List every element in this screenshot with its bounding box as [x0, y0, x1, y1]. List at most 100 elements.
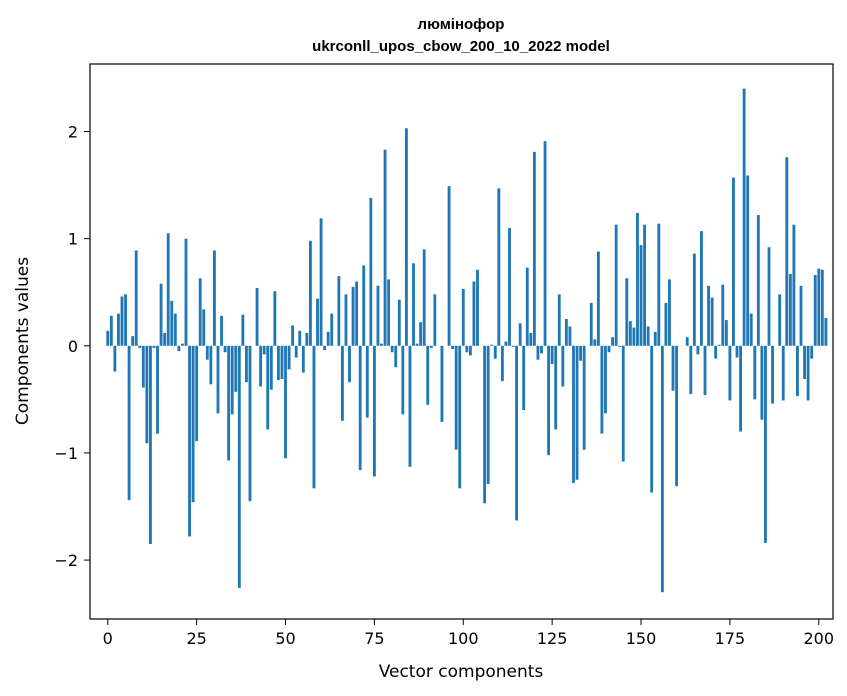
bar [120, 296, 124, 346]
bar [159, 283, 163, 346]
bar [383, 149, 387, 346]
bar [707, 285, 710, 346]
bar [191, 345, 195, 503]
bar [611, 337, 615, 346]
bar [319, 218, 323, 346]
bar [113, 345, 117, 372]
bar [824, 317, 828, 346]
bar [547, 345, 551, 456]
bar [241, 314, 245, 346]
x-tick-label: 75 [364, 629, 384, 648]
bar [564, 319, 568, 346]
bar [753, 345, 757, 400]
bar [419, 322, 423, 346]
bar [394, 345, 398, 368]
x-tick-label: 25 [186, 629, 206, 648]
plot-frame [89, 63, 834, 620]
bar [404, 128, 408, 346]
bar [447, 186, 451, 346]
bar [340, 345, 344, 421]
bar [803, 345, 806, 379]
bar [348, 345, 351, 383]
bar [696, 345, 700, 355]
bar [806, 345, 810, 401]
bar [234, 345, 238, 392]
x-tick-label: 50 [275, 629, 295, 648]
bar [685, 337, 689, 346]
bar [589, 302, 593, 346]
bar [337, 276, 341, 346]
bar [262, 345, 266, 355]
bar [483, 345, 487, 504]
bar [245, 345, 248, 383]
bar [540, 345, 543, 354]
bar [216, 345, 220, 414]
bar [799, 285, 803, 346]
bar [554, 345, 558, 430]
bar [657, 223, 661, 346]
bar [536, 345, 540, 360]
bar [582, 345, 586, 450]
bar [792, 224, 796, 346]
bar [721, 284, 725, 346]
x-axis-label: Vector components [379, 662, 544, 682]
bar [124, 294, 127, 346]
bar [330, 313, 334, 346]
bar [390, 345, 394, 353]
bar [703, 345, 707, 396]
bar [276, 345, 280, 381]
bar [177, 345, 181, 352]
bar [369, 197, 373, 346]
bar [163, 332, 167, 346]
bar [710, 297, 714, 346]
bar [454, 345, 458, 450]
bar [145, 345, 149, 444]
bar [525, 267, 529, 346]
bar [771, 345, 774, 404]
bar [294, 345, 298, 358]
bar [820, 269, 824, 346]
bar [781, 345, 785, 401]
bar [596, 251, 600, 346]
bar [689, 345, 693, 394]
bar [522, 345, 526, 411]
bar [515, 345, 519, 521]
bar [732, 177, 735, 346]
bar [472, 281, 476, 346]
bar [493, 345, 497, 359]
x-tick-label: 175 [715, 629, 746, 648]
y-tick-label: 2 [68, 123, 78, 142]
y-tick-label: 1 [68, 230, 78, 249]
bar [675, 345, 678, 487]
bar [170, 300, 174, 346]
bar [636, 212, 639, 346]
bar [511, 345, 515, 347]
bar [796, 345, 799, 397]
bar [724, 320, 728, 346]
bar [813, 275, 817, 346]
bar [717, 344, 721, 346]
bar [248, 345, 252, 502]
bar [131, 336, 135, 346]
bar [312, 345, 316, 489]
bar [259, 345, 263, 387]
bar [422, 249, 426, 346]
x-tick-label: 100 [448, 629, 479, 648]
bar [380, 343, 383, 346]
bar [575, 345, 579, 480]
bar [504, 341, 508, 346]
bar [614, 224, 618, 346]
bar [461, 289, 465, 346]
bar [223, 345, 227, 353]
bar [106, 330, 110, 346]
bar [700, 231, 703, 346]
bar [429, 345, 433, 348]
bar-series [106, 88, 828, 593]
bar [593, 339, 597, 346]
bar [579, 345, 583, 361]
bar [202, 309, 206, 346]
bar [237, 345, 241, 588]
bar [746, 175, 750, 346]
bar [465, 345, 469, 353]
